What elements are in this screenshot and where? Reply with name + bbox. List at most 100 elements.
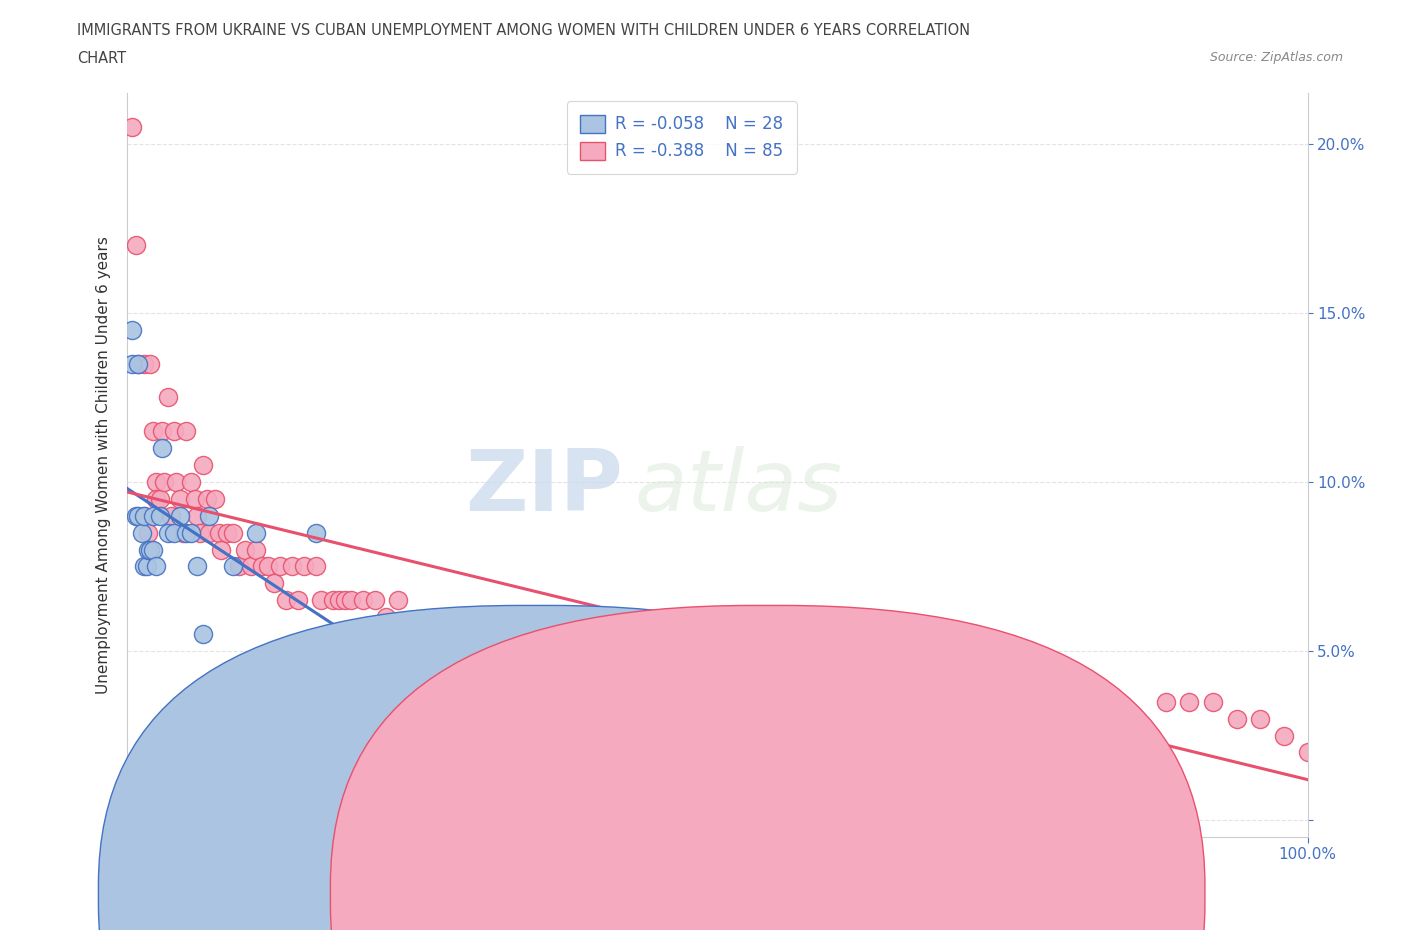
Point [174, 525, 197, 540]
Point [125, 509, 148, 524]
Point [269, 559, 291, 574]
Point [233, 542, 256, 557]
Point [789, 644, 811, 658]
Point [257, 559, 280, 574]
Point [174, 424, 197, 439]
Point [156, 390, 179, 405]
Text: IMMIGRANTS FROM UKRAINE VS CUBAN UNEMPLOYMENT AMONG WOMEN WITH CHILDREN UNDER 6 : IMMIGRANTS FROM UKRAINE VS CUBAN UNEMPLO… [77, 23, 970, 38]
Point [1202, 695, 1225, 710]
Point [399, 627, 422, 642]
Point [245, 525, 267, 540]
Point [228, 559, 250, 574]
Point [169, 491, 191, 506]
Point [136, 525, 159, 540]
Point [165, 474, 187, 489]
Point [333, 592, 356, 607]
Point [135, 559, 157, 574]
Point [540, 627, 562, 642]
Point [204, 491, 226, 506]
Text: ZIP: ZIP [465, 445, 623, 529]
Point [340, 660, 363, 675]
Point [195, 491, 218, 506]
Point [1108, 695, 1130, 710]
Point [1296, 745, 1319, 760]
Point [145, 491, 167, 506]
Text: atlas: atlas [634, 445, 842, 529]
Text: Source: ZipAtlas.com: Source: ZipAtlas.com [1209, 51, 1343, 64]
Point [141, 424, 163, 439]
Point [470, 644, 492, 658]
Point [136, 542, 159, 557]
Point [422, 644, 444, 658]
Point [1001, 677, 1024, 692]
Point [966, 677, 988, 692]
Point [352, 592, 374, 607]
Point [139, 356, 162, 371]
Point [134, 509, 156, 524]
Point [494, 627, 516, 642]
Point [208, 525, 231, 540]
Point [1036, 677, 1059, 692]
Point [292, 559, 315, 574]
Point [222, 559, 245, 574]
Point [658, 644, 681, 658]
Point [150, 424, 173, 439]
Point [304, 559, 326, 574]
Point [263, 576, 285, 591]
Point [281, 559, 304, 574]
Point [145, 559, 167, 574]
Point [134, 356, 156, 371]
Point [198, 525, 221, 540]
Point [127, 356, 149, 371]
Point [180, 525, 202, 540]
Point [127, 509, 149, 524]
Point [328, 592, 350, 607]
Point [623, 660, 645, 675]
Point [172, 525, 194, 540]
Point [754, 677, 776, 692]
Point [706, 660, 728, 675]
Point [150, 441, 173, 456]
Text: Immigrants from Ukraine: Immigrants from Ukraine [560, 885, 752, 900]
Legend: R = -0.058    N = 28, R = -0.388    N = 85: R = -0.058 N = 28, R = -0.388 N = 85 [567, 101, 797, 174]
Point [446, 627, 468, 642]
Point [1272, 728, 1295, 743]
Point [141, 542, 163, 557]
Point [141, 509, 163, 524]
Point [169, 509, 191, 524]
Point [304, 525, 326, 540]
Text: CHART: CHART [77, 51, 127, 66]
Point [125, 238, 148, 253]
Point [198, 509, 221, 524]
Point [163, 525, 186, 540]
Point [149, 509, 172, 524]
Point [1249, 711, 1271, 726]
Text: Cubans: Cubans [792, 885, 849, 900]
Point [517, 644, 540, 658]
Point [215, 525, 238, 540]
Point [193, 458, 215, 472]
Point [252, 559, 274, 574]
Point [363, 592, 385, 607]
Point [274, 592, 297, 607]
Point [121, 356, 143, 371]
Point [1060, 677, 1083, 692]
Point [160, 509, 183, 524]
Point [222, 525, 245, 540]
Point [322, 592, 344, 607]
Point [184, 491, 207, 506]
Point [153, 474, 176, 489]
Point [1154, 695, 1177, 710]
Point [134, 509, 156, 524]
Point [824, 660, 846, 675]
Point [588, 644, 610, 658]
Point [149, 491, 172, 506]
Point [145, 474, 167, 489]
Point [564, 644, 586, 658]
Point [411, 627, 433, 642]
Point [1226, 711, 1249, 726]
Point [186, 559, 208, 574]
Point [387, 592, 409, 607]
Point [139, 542, 162, 557]
Point [245, 542, 267, 557]
